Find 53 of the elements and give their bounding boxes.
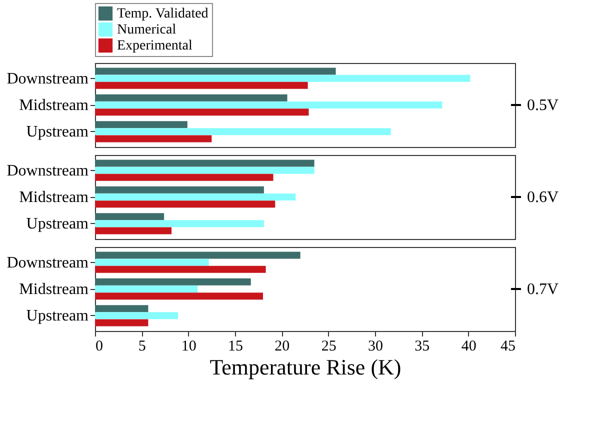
y-tick-label: Midstream [19,189,90,206]
bar [95,174,274,181]
bar [95,292,263,300]
y-tick-label: Upstream [26,124,90,141]
x-axis-title: Temperature Rise (K) [210,354,402,380]
x-tick-label: 45 [500,338,516,354]
bar [95,227,172,234]
bar [95,186,264,194]
bar [95,266,266,273]
legend-label: Temp. Validated [117,6,208,22]
bar [95,220,264,228]
x-tick-label: 20 [274,338,290,354]
y2-axis-title: 0.7V [527,281,559,298]
y2-axis-title: 0.5V [527,97,559,114]
bar [95,68,336,75]
bar [95,305,148,312]
bar [95,82,308,89]
legend-label: Numerical [117,22,176,38]
x-tick-label: 15 [228,338,243,354]
x-tick-label: 5 [138,338,146,354]
bar [95,166,314,174]
bar [95,200,276,208]
bar [95,278,251,286]
x-tick-label: 25 [321,338,336,354]
y-tick-label: Downstream [6,162,90,180]
x-tick-label: 0 [96,338,103,354]
y-tick-label: Midstream [19,97,90,114]
x-tick-label: 40 [461,338,476,354]
bar [95,94,288,102]
y-tick-label: Upstream [26,216,90,233]
bar [95,319,148,326]
bar [95,121,188,128]
bar [95,258,209,266]
bar [95,286,198,292]
bar [95,252,300,259]
bar [95,108,309,116]
bar [95,128,391,136]
bar [95,312,178,320]
bar [95,74,470,82]
bar [95,135,212,142]
y-tick-label: Upstream [26,308,90,325]
bar [95,213,164,220]
bar [95,102,442,108]
y-tick-label: Midstream [19,281,90,298]
bar [95,160,314,167]
legend-label: Experimental [117,38,193,54]
y2-axis-title: 0.6V [527,189,559,206]
bar [95,194,296,200]
x-tick-label: 35 [414,338,430,354]
x-tick-label: 10 [181,338,196,354]
y-tick-label: Downstream [6,70,90,88]
y-tick-label: Downstream [6,254,90,272]
x-tick-label: 30 [368,338,383,354]
